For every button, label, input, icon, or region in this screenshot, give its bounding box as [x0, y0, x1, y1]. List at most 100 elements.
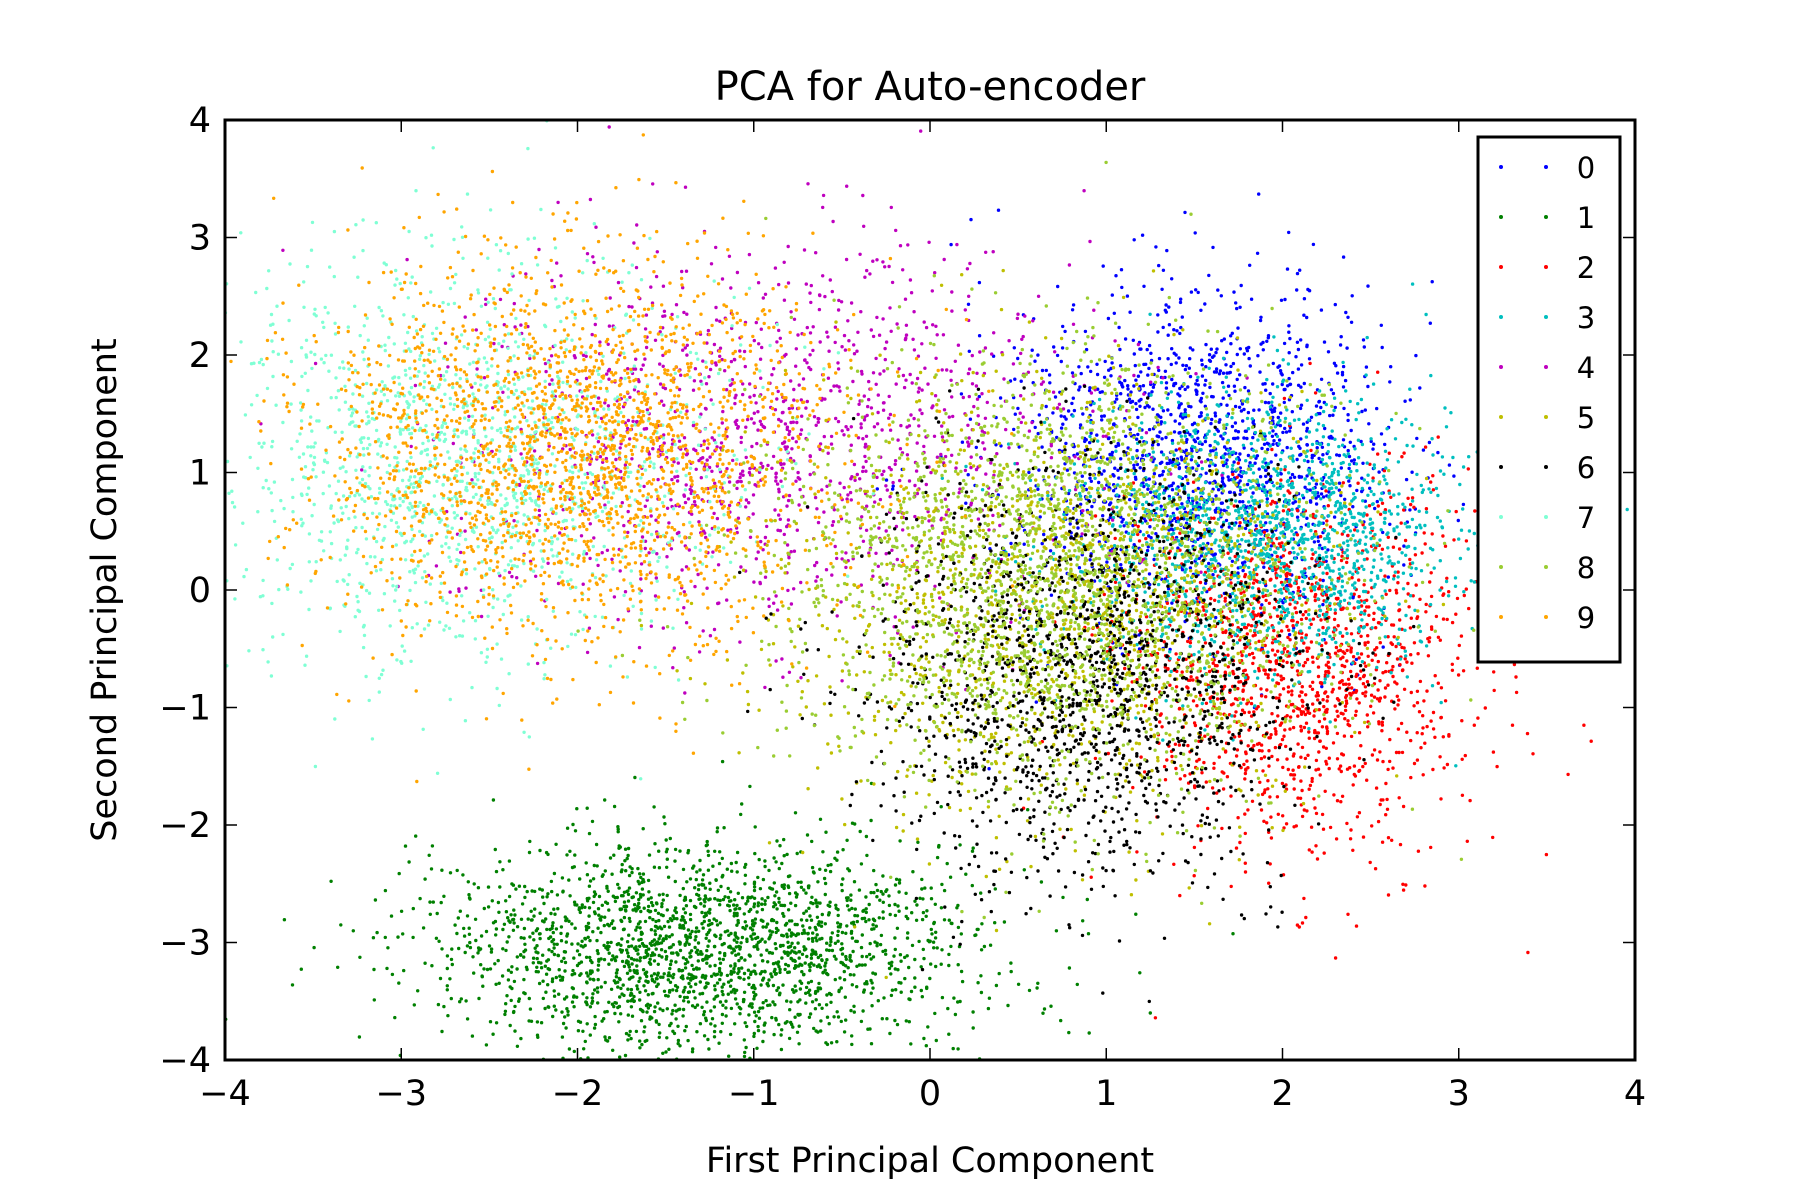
point — [1173, 516, 1177, 521]
point — [445, 988, 449, 992]
point — [1299, 712, 1304, 716]
point — [1044, 404, 1048, 409]
point — [690, 963, 694, 968]
point — [766, 960, 770, 964]
point — [1389, 495, 1393, 499]
point — [589, 958, 593, 963]
point — [1346, 719, 1350, 723]
point — [804, 991, 808, 995]
point — [1409, 502, 1413, 507]
point — [696, 959, 700, 963]
point — [1079, 371, 1083, 376]
point — [743, 882, 747, 886]
point — [528, 1007, 533, 1011]
point — [465, 1017, 470, 1021]
point — [1013, 377, 1017, 381]
point — [1078, 385, 1082, 389]
point — [627, 965, 631, 969]
point — [1183, 408, 1187, 412]
point — [1461, 669, 1466, 673]
point — [572, 1049, 576, 1054]
point — [1263, 672, 1268, 676]
point — [673, 859, 677, 863]
point — [1242, 436, 1246, 440]
point — [1196, 486, 1201, 491]
point — [1231, 361, 1236, 366]
point — [582, 1047, 586, 1051]
point — [876, 999, 880, 1003]
point — [1353, 528, 1357, 532]
point — [624, 869, 628, 873]
point — [811, 870, 816, 874]
point — [687, 972, 691, 976]
point — [752, 1034, 756, 1039]
point — [925, 986, 929, 991]
point — [1325, 731, 1330, 736]
point — [772, 1032, 776, 1037]
point — [737, 969, 741, 974]
point — [1308, 361, 1312, 366]
point — [1245, 702, 1249, 706]
point — [678, 893, 682, 898]
point — [1270, 712, 1274, 716]
point — [1333, 956, 1338, 960]
point — [1265, 441, 1270, 445]
point — [1169, 483, 1174, 488]
point — [448, 871, 453, 875]
point — [1316, 731, 1321, 735]
point — [485, 967, 490, 972]
point — [1279, 678, 1284, 682]
point — [580, 906, 584, 910]
point — [1159, 504, 1163, 508]
point — [1144, 362, 1148, 366]
point — [1337, 488, 1342, 492]
point — [1261, 769, 1265, 773]
point — [493, 847, 497, 852]
point — [1424, 507, 1429, 511]
point — [590, 970, 594, 974]
point — [1326, 660, 1331, 664]
point — [1067, 1030, 1071, 1035]
point — [960, 440, 965, 444]
point — [832, 954, 837, 958]
point — [885, 888, 889, 892]
point — [627, 916, 632, 921]
point — [872, 890, 876, 895]
point — [620, 948, 625, 953]
point — [1242, 446, 1246, 450]
point — [673, 984, 678, 988]
point — [664, 850, 669, 854]
point — [792, 958, 797, 963]
point — [1355, 488, 1359, 493]
point — [1426, 637, 1430, 641]
point — [681, 977, 685, 981]
point — [585, 980, 589, 984]
point — [827, 911, 831, 915]
point — [964, 501, 968, 505]
point — [988, 943, 993, 947]
point — [878, 898, 882, 902]
point — [793, 903, 798, 908]
point — [1367, 605, 1371, 609]
point — [1166, 667, 1170, 671]
point — [850, 821, 855, 825]
point — [1304, 721, 1309, 725]
point — [1281, 554, 1286, 558]
point — [888, 912, 892, 917]
point — [449, 996, 453, 1001]
point — [671, 1029, 675, 1034]
point — [1170, 488, 1175, 492]
point — [1294, 610, 1299, 615]
point — [740, 966, 744, 970]
point — [1134, 477, 1138, 481]
point — [1022, 868, 1026, 872]
point — [1275, 795, 1280, 799]
point — [1187, 496, 1191, 500]
point — [1196, 290, 1200, 295]
point — [1204, 471, 1208, 475]
point — [1036, 431, 1040, 436]
point — [993, 921, 997, 925]
point — [888, 1031, 892, 1036]
point — [893, 947, 897, 952]
point — [781, 983, 785, 987]
